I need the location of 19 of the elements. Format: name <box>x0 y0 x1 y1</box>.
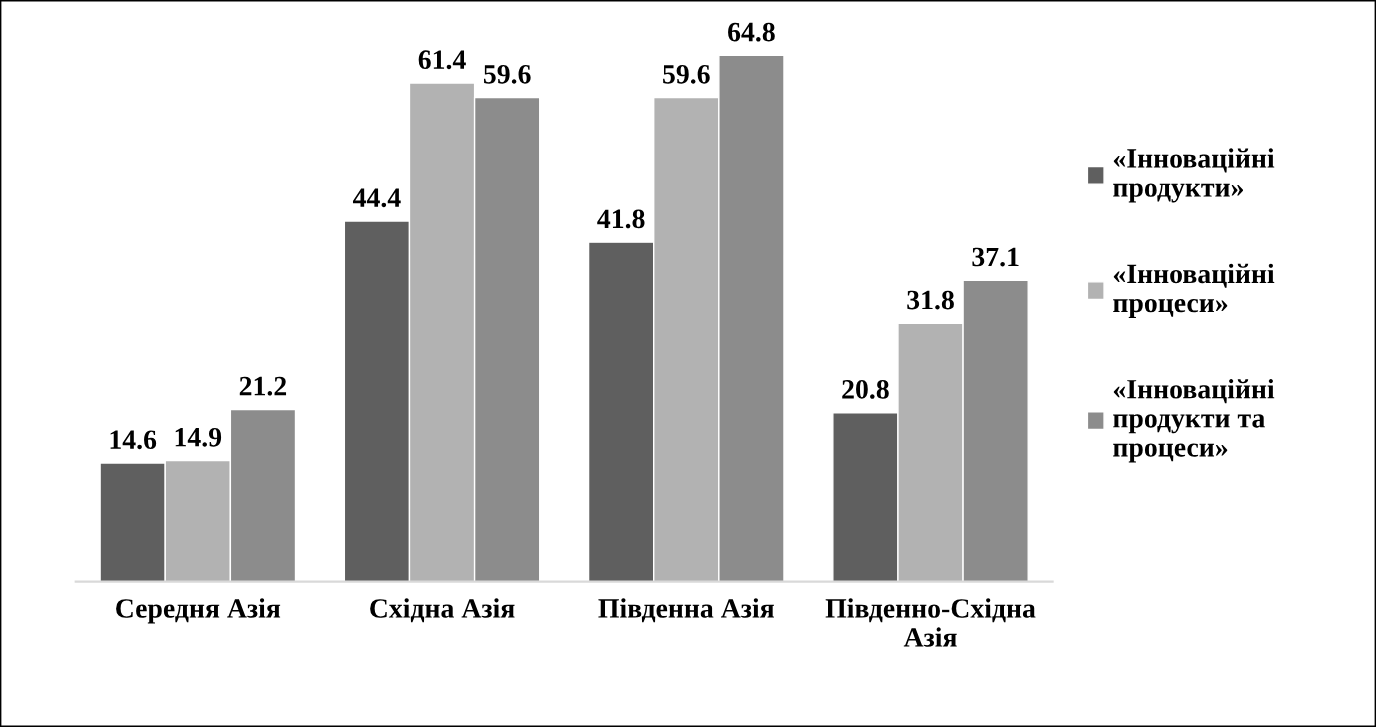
data-label: 41.8 <box>597 209 645 229</box>
data-label: 37.1 <box>972 247 1019 267</box>
data-label: 31.8 <box>907 290 954 310</box>
data-label: 14.6 <box>110 430 157 450</box>
data-label: 61.4 <box>418 50 466 70</box>
data-label: 21.2 <box>239 376 287 396</box>
data-label: 20.8 <box>842 379 889 399</box>
legend-label: «Інноваційні процеси» <box>1113 263 1275 318</box>
data-label: 14.9 <box>175 427 222 447</box>
x-tick-label: Південна Азія <box>598 598 774 623</box>
legend-label: «Інноваційні продукти» <box>1113 148 1275 203</box>
x-tick-label: Середня Азія <box>116 598 281 624</box>
x-tick-label: Південно-Східна Азія <box>825 598 1036 647</box>
data-label: 59.6 <box>663 64 710 84</box>
data-label: 59.6 <box>483 64 531 84</box>
x-tick-label: Східна Азія <box>370 598 515 623</box>
data-label: 64.8 <box>728 22 775 42</box>
data-label: 44.4 <box>352 188 401 208</box>
legend-label: «Інноваційні продукти та процеси» <box>1113 379 1275 463</box>
